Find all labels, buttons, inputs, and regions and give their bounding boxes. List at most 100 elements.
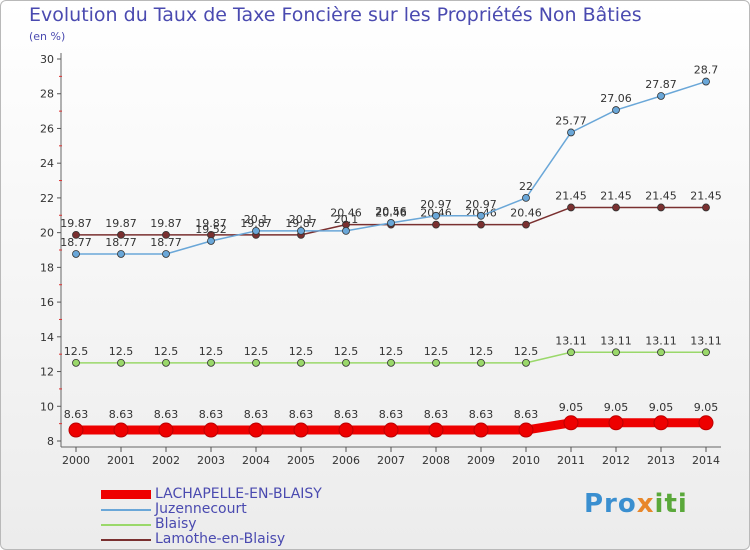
data-point [567, 203, 575, 212]
legend-item: Juzennecourt [101, 502, 322, 517]
data-point [657, 203, 665, 212]
data-point [252, 226, 260, 235]
data-label: 8.63 [109, 408, 134, 421]
data-point [342, 226, 350, 235]
data-point [252, 358, 260, 367]
data-point [518, 422, 534, 438]
x-tick-label: 2013 [647, 454, 675, 467]
data-label: 20.46 [375, 207, 407, 220]
data-label: 28.7 [694, 64, 719, 77]
data-label: 8.63 [199, 408, 224, 421]
data-label: 12.5 [514, 345, 539, 358]
data-label: 9.05 [559, 401, 584, 414]
x-tick-label: 2001 [107, 454, 135, 467]
y-tick-label: 14 [40, 331, 54, 344]
data-point [477, 220, 485, 229]
data-point [432, 220, 440, 229]
data-point [113, 422, 129, 438]
data-label: 21.45 [555, 189, 587, 202]
x-tick-label: 2008 [422, 454, 450, 467]
data-label: 13.11 [555, 334, 587, 347]
x-tick-label: 2004 [242, 454, 270, 467]
x-tick-label: 2000 [62, 454, 90, 467]
data-label: 18.77 [60, 236, 92, 249]
y-tick-label: 16 [40, 296, 54, 309]
x-tick-label: 2002 [152, 454, 180, 467]
data-point [428, 422, 444, 438]
data-label: 19.87 [240, 217, 272, 230]
data-label: 8.63 [154, 408, 179, 421]
data-point [162, 358, 170, 367]
data-point [657, 348, 665, 357]
legend-swatch [101, 523, 151, 526]
data-label: 19.87 [150, 217, 182, 230]
data-label: 25.77 [555, 114, 587, 127]
chart-unit: (en %) [29, 30, 66, 43]
data-label: 12.5 [64, 345, 89, 358]
data-point [207, 237, 215, 245]
data-label: 20.1 [289, 213, 314, 226]
x-tick-label: 2009 [467, 454, 495, 467]
legend-swatch [101, 538, 151, 541]
data-point [432, 358, 440, 367]
y-tick-label: 22 [40, 192, 54, 205]
legend-item: Blaisy [101, 517, 322, 532]
data-point [702, 348, 710, 357]
data-point [207, 358, 215, 367]
data-label: 20.97 [465, 198, 497, 211]
data-label: 12.5 [334, 345, 359, 358]
data-point [72, 358, 80, 367]
data-point [522, 220, 530, 229]
legend-label: LACHAPELLE-EN-BLAISY [155, 486, 322, 502]
data-label: 19.87 [60, 217, 92, 230]
data-label: 8.63 [64, 408, 89, 421]
data-point [612, 348, 620, 357]
data-point [387, 358, 395, 367]
data-point [72, 250, 80, 258]
data-point [342, 358, 350, 367]
data-label: 12.5 [289, 345, 314, 358]
data-point [432, 211, 440, 220]
data-point [477, 358, 485, 367]
data-point [657, 92, 665, 100]
y-tick-label: 8 [47, 435, 54, 448]
data-label: 12.5 [379, 345, 404, 358]
legend-label: Lamothe-en-Blaisy [155, 531, 286, 547]
data-point [383, 422, 399, 438]
data-point [248, 422, 264, 438]
data-label: 20.46 [510, 207, 542, 220]
y-tick-label: 10 [40, 400, 54, 413]
legend-label: Juzennecourt [155, 501, 247, 517]
chart-title: Evolution du Taux de Taxe Foncière sur l… [29, 4, 642, 26]
data-point [68, 422, 84, 438]
x-tick-label: 2003 [197, 454, 225, 467]
data-point [567, 348, 575, 357]
x-tick-label: 2011 [557, 454, 585, 467]
data-point [608, 415, 624, 431]
data-label: 9.05 [649, 401, 674, 414]
data-label: 21.45 [690, 189, 722, 202]
data-label: 8.63 [424, 408, 449, 421]
legend-swatch [101, 508, 151, 511]
x-tick-label: 2007 [377, 454, 405, 467]
data-label: 8.63 [244, 408, 269, 421]
y-tick-label: 28 [40, 88, 54, 101]
data-label: 9.05 [694, 401, 719, 414]
data-point [567, 128, 575, 137]
x-tick-label: 2005 [287, 454, 315, 467]
data-point [612, 203, 620, 212]
legend-item: LACHAPELLE-EN-BLAISY [101, 487, 322, 502]
data-label: 27.87 [645, 78, 677, 91]
legend-swatch [101, 490, 151, 499]
data-label: 20.1 [334, 213, 359, 226]
data-label: 22 [519, 180, 533, 193]
x-tick-label: 2012 [602, 454, 630, 467]
y-tick-label: 18 [40, 261, 54, 274]
data-point [162, 230, 170, 239]
data-label: 8.63 [469, 408, 494, 421]
data-label: 12.5 [244, 345, 269, 358]
data-point [117, 230, 125, 239]
data-point [473, 422, 489, 438]
y-tick-label: 12 [40, 366, 54, 379]
